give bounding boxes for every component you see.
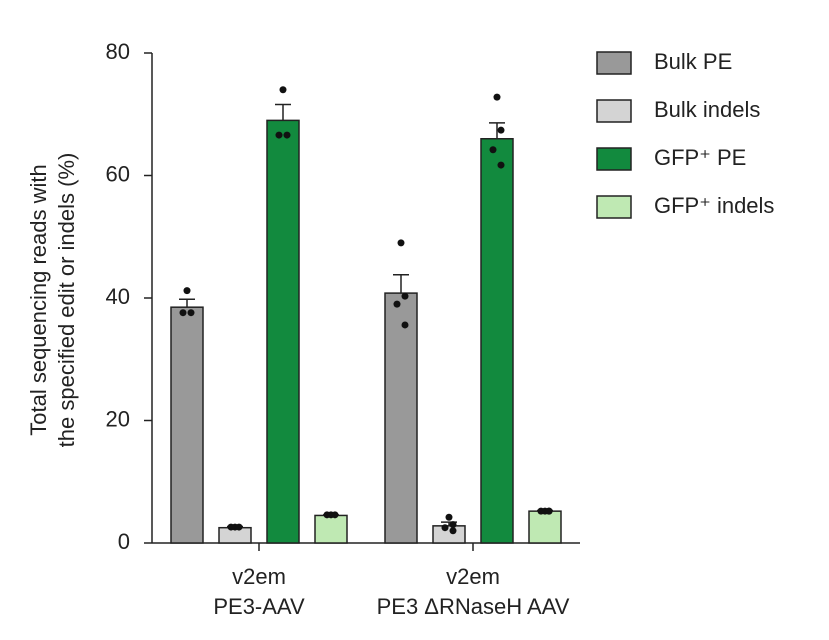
x-tick-label: PE3-AAV	[213, 594, 305, 619]
data-point	[449, 521, 457, 529]
data-point	[323, 511, 331, 519]
data-point	[279, 86, 287, 94]
legend-label: Bulk indels	[654, 97, 760, 122]
error-bar	[489, 122, 505, 139]
y-tick-label: 0	[118, 529, 130, 554]
data-point	[179, 309, 187, 317]
data-point	[397, 239, 405, 247]
y-tick-label: 20	[106, 406, 130, 431]
x-tick-label: PE3 ΔRNaseH AAV	[377, 594, 570, 619]
y-tick-label: 80	[106, 39, 130, 64]
data-point	[235, 523, 243, 531]
data-point	[283, 131, 291, 139]
bar	[170, 306, 204, 544]
data-point	[493, 93, 501, 101]
data-point	[401, 321, 409, 329]
data-point	[545, 507, 553, 515]
bar	[480, 138, 514, 544]
legend-label: GFP⁺ indels	[654, 193, 774, 218]
bar	[384, 292, 418, 544]
y-tick-label: 60	[106, 161, 130, 186]
data-point	[497, 161, 505, 169]
data-point	[393, 300, 401, 308]
x-tick-label: v2em	[232, 564, 286, 589]
data-point	[489, 146, 497, 154]
error-bar	[275, 103, 291, 121]
bar	[432, 525, 466, 544]
x-tick-label: v2em	[446, 564, 500, 589]
bar	[528, 510, 562, 544]
data-point	[227, 523, 235, 531]
error-bar	[179, 298, 195, 308]
data-point	[183, 287, 191, 295]
legend-swatch	[596, 147, 632, 171]
y-axis-label: the specified edit or indels (%)	[54, 153, 79, 448]
data-point	[401, 292, 409, 300]
data-point	[537, 507, 545, 515]
y-axis-label: Total sequencing reads with	[26, 164, 51, 436]
bar	[314, 514, 348, 544]
legend-label: GFP⁺ PE	[654, 145, 746, 170]
data-point	[449, 527, 457, 535]
y-tick-label: 40	[106, 284, 130, 309]
data-point	[331, 511, 339, 519]
error-bar	[393, 273, 409, 294]
bar	[266, 119, 300, 544]
data-point	[441, 524, 449, 532]
data-point	[187, 309, 195, 317]
legend-label: Bulk PE	[654, 49, 732, 74]
legend-swatch	[596, 99, 632, 123]
data-point	[275, 131, 283, 139]
data-point	[497, 126, 505, 134]
legend-swatch	[596, 51, 632, 75]
legend-swatch	[596, 195, 632, 219]
data-point	[445, 513, 453, 521]
